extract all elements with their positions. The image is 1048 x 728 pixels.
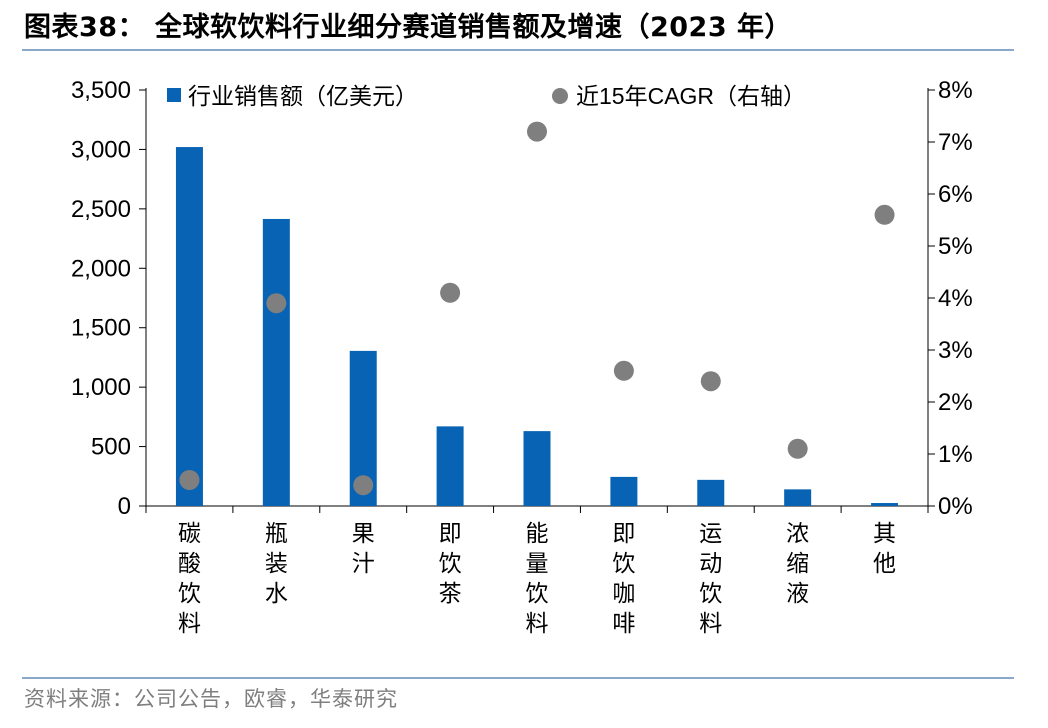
cagr-point-5 bbox=[527, 121, 547, 142]
bar-1 bbox=[175, 147, 203, 506]
legend-bar-swatch bbox=[167, 88, 181, 102]
right-y-tick-label: 2% bbox=[938, 389, 973, 416]
right-y-tick-label: 1% bbox=[938, 441, 973, 468]
right-y-tick-label: 5% bbox=[938, 233, 973, 260]
x-category-label: 浓缩液 bbox=[786, 520, 809, 606]
cagr-point-8 bbox=[787, 438, 808, 459]
x-category-label: 碳酸饮料 bbox=[178, 520, 201, 636]
left-y-tick-label: 3,000 bbox=[71, 136, 131, 163]
left-y-tick-label: 0 bbox=[118, 493, 131, 520]
x-category-label: 其他 bbox=[873, 520, 896, 576]
x-category-label: 即饮茶 bbox=[439, 520, 462, 606]
right-y-tick-label: 8% bbox=[938, 77, 973, 104]
right-y-tick-label: 6% bbox=[938, 181, 973, 208]
bar-6 bbox=[610, 476, 638, 506]
left-y-tick-label: 2,500 bbox=[71, 196, 131, 223]
x-category-label: 果汁 bbox=[352, 520, 375, 576]
bar-5 bbox=[523, 431, 551, 506]
legend-point-swatch bbox=[552, 88, 568, 104]
title-divider bbox=[22, 49, 1014, 51]
x-category-label: 瓶装水 bbox=[265, 520, 288, 606]
legend-bar-label: 行业销售额（亿美元） bbox=[188, 83, 418, 109]
x-category-label: 即饮咖啡 bbox=[612, 520, 635, 636]
left-y-tick-label: 1,000 bbox=[71, 374, 131, 401]
cagr-point-3 bbox=[353, 475, 374, 496]
x-category-label: 能量饮料 bbox=[526, 520, 549, 636]
bar-9 bbox=[871, 503, 899, 506]
legend-point-label: 近15年CAGR（右轴） bbox=[576, 83, 806, 109]
left-y-tick-label: 500 bbox=[91, 434, 131, 461]
cagr-point-2 bbox=[266, 293, 287, 314]
left-y-tick-label: 2,000 bbox=[71, 255, 131, 282]
bar-4 bbox=[436, 426, 464, 506]
cagr-point-1 bbox=[179, 470, 200, 490]
right-y-tick-label: 0% bbox=[938, 493, 973, 520]
right-y-tick-label: 7% bbox=[938, 129, 973, 156]
right-y-tick-label: 3% bbox=[938, 337, 973, 364]
right-y-tick-label: 4% bbox=[938, 285, 973, 312]
cagr-point-9 bbox=[874, 204, 895, 225]
x-category-label: 运动饮料 bbox=[699, 520, 722, 636]
left-y-tick-label: 1,500 bbox=[71, 315, 131, 342]
bar-8 bbox=[784, 489, 812, 506]
left-y-tick-label: 3,500 bbox=[71, 77, 131, 104]
cagr-point-4 bbox=[440, 282, 461, 303]
bar-2 bbox=[262, 218, 290, 506]
figure-title: 图表38： 全球软饮料行业细分赛道销售额及增速（2023 年） bbox=[24, 12, 793, 43]
footer-divider bbox=[22, 677, 1014, 679]
source-note: 资料来源：公司公告，欧睿，华泰研究 bbox=[24, 687, 398, 711]
cagr-point-7 bbox=[700, 371, 721, 392]
cagr-point-6 bbox=[613, 360, 634, 381]
bar-7 bbox=[697, 479, 725, 506]
